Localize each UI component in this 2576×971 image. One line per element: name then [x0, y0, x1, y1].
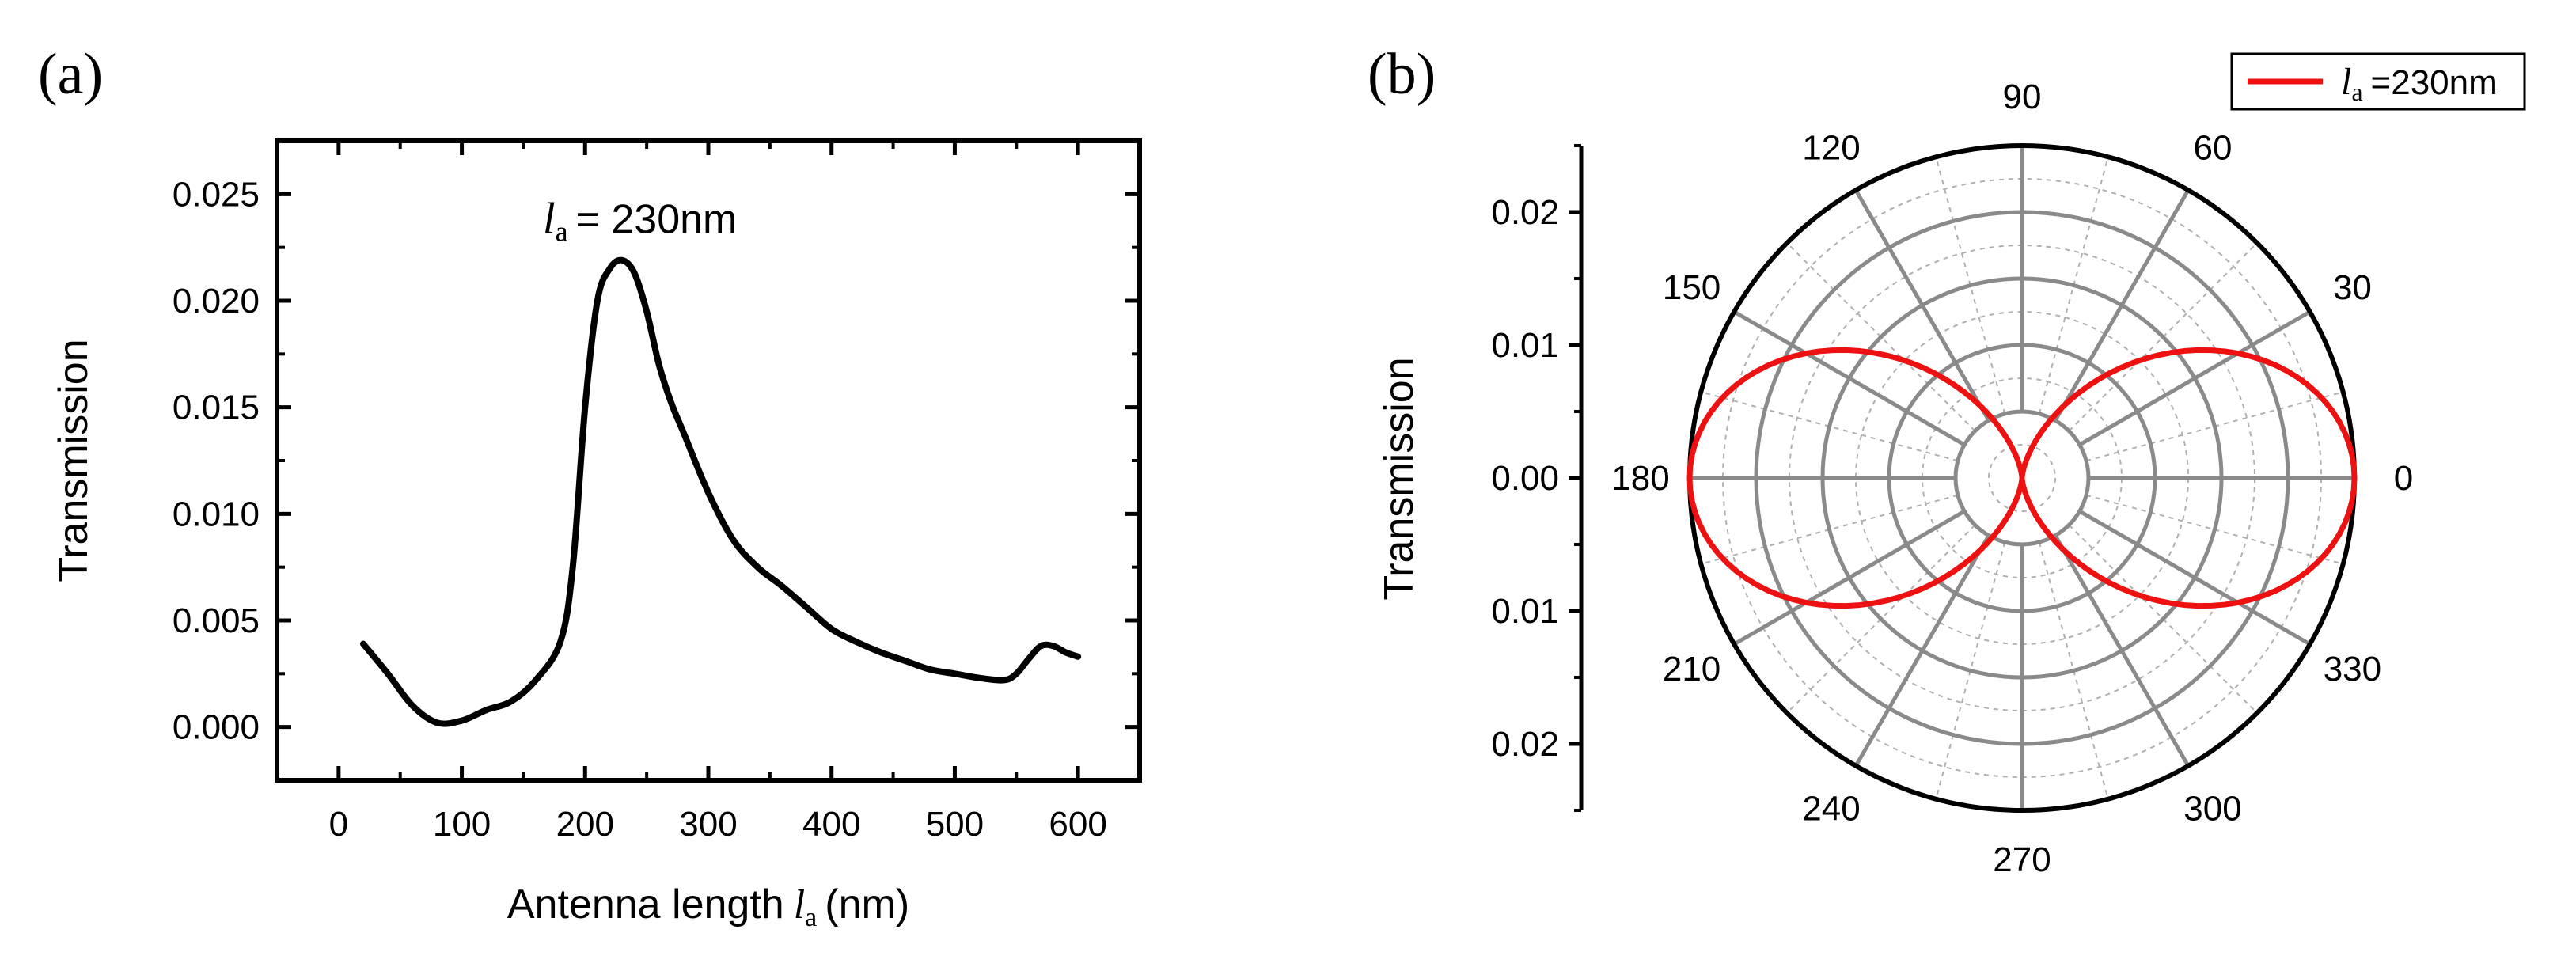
x-axis-symbol: l — [794, 882, 805, 927]
radial-tick-label: 0.02 — [1491, 193, 1559, 232]
angle-tick-label: 240 — [1802, 789, 1860, 828]
x-tick-label: 200 — [556, 805, 614, 844]
series-line-transmission — [360, 256, 1082, 727]
major-spoke — [2053, 534, 2191, 767]
major-spoke — [2078, 309, 2311, 447]
annotation-symbol: l — [543, 195, 556, 244]
major-spoke — [1853, 534, 1991, 767]
panel-a-label: (a) — [38, 42, 103, 107]
series-polar-la-230nm — [1686, 347, 2358, 609]
y-axis-title-a: Transmission — [51, 339, 97, 582]
x-axis-subscript: a — [805, 903, 817, 932]
major-spoke — [1733, 509, 1966, 647]
angle-tick-label: 300 — [2183, 789, 2241, 828]
major-spoke — [2078, 509, 2311, 647]
axis-ticks-a — [275, 141, 1141, 782]
x-tick-label: 600 — [1049, 805, 1106, 844]
polar-spokes — [1690, 146, 2354, 810]
y-tick-label: 0.025 — [173, 175, 260, 214]
peak-annotation: la = 230nm — [543, 195, 737, 248]
major-spoke — [2053, 189, 2191, 422]
legend-symbol: l — [2341, 61, 2351, 103]
legend-text: =230nm — [2371, 63, 2498, 102]
angle-tick-label: 0 — [2394, 459, 2413, 498]
y-tick-label: 0.000 — [173, 708, 260, 747]
angle-tick-label: 30 — [2333, 268, 2372, 307]
legend: la =230nm — [2230, 52, 2526, 111]
radial-tick-label: 0.01 — [1491, 592, 1559, 631]
angle-tick-label: 90 — [2003, 78, 2042, 116]
y-tick-labels-a: 0.000 0.005 0.010 0.015 0.020 0.025 — [173, 175, 260, 746]
angle-tick-label: 330 — [2324, 650, 2381, 688]
radial-tick-label: 0.00 — [1491, 459, 1559, 498]
major-spoke — [1733, 309, 1966, 447]
angle-tick-labels: 0 30 60 90 120 150 180 210 240 270 300 330 — [1611, 78, 2413, 879]
angle-tick-label: 120 — [1802, 129, 1860, 168]
minor-ring — [1988, 444, 2056, 512]
polar-chart-b: 0 30 60 90 120 150 180 210 240 270 300 330 0.02 0.01… — [1376, 52, 2526, 879]
angle-tick-label: 60 — [2194, 129, 2233, 168]
radial-tick-labels: 0.02 0.01 0.00 0.01 0.02 — [1491, 193, 1559, 764]
x-tick-labels-a: 0 100 200 300 400 500 600 — [329, 805, 1107, 844]
panel-b-label: (b) — [1368, 42, 1436, 107]
x-axis-title-a: Antenna length la (nm) — [507, 882, 909, 932]
radial-axis-ticks — [1569, 144, 1581, 812]
y-tick-label: 0.020 — [173, 282, 260, 321]
x-tick-label: 400 — [802, 805, 860, 844]
annotation-subscript: a — [556, 216, 568, 248]
angle-tick-label: 180 — [1611, 459, 1669, 498]
radial-tick-label: 0.01 — [1491, 326, 1559, 365]
x-axis-title-prefix: Antenna length — [507, 882, 784, 927]
y-tick-label: 0.010 — [173, 495, 260, 533]
annotation-text: = 230nm — [576, 197, 738, 243]
angle-tick-label: 270 — [1993, 840, 2051, 879]
x-tick-label: 0 — [329, 805, 348, 844]
y-tick-label: 0.005 — [173, 601, 260, 640]
angle-tick-label: 210 — [1663, 650, 1720, 688]
y-tick-label: 0.015 — [173, 389, 260, 427]
x-tick-label: 500 — [926, 805, 984, 844]
x-tick-label: 100 — [433, 805, 491, 844]
angle-tick-label: 150 — [1663, 268, 1720, 307]
x-axis-unit: (nm) — [825, 882, 909, 927]
legend-subscript: a — [2351, 78, 2362, 106]
major-spoke — [1853, 189, 1991, 422]
line-chart-a: 0 100 200 300 400 500 600 0.000 0.005 0.010 0.015… — [51, 138, 1142, 932]
y-axis-title-b: Transmission — [1376, 357, 1422, 600]
legend-label: la =230nm — [2341, 61, 2498, 106]
x-tick-label: 300 — [679, 805, 737, 844]
radial-tick-label: 0.02 — [1491, 725, 1559, 764]
